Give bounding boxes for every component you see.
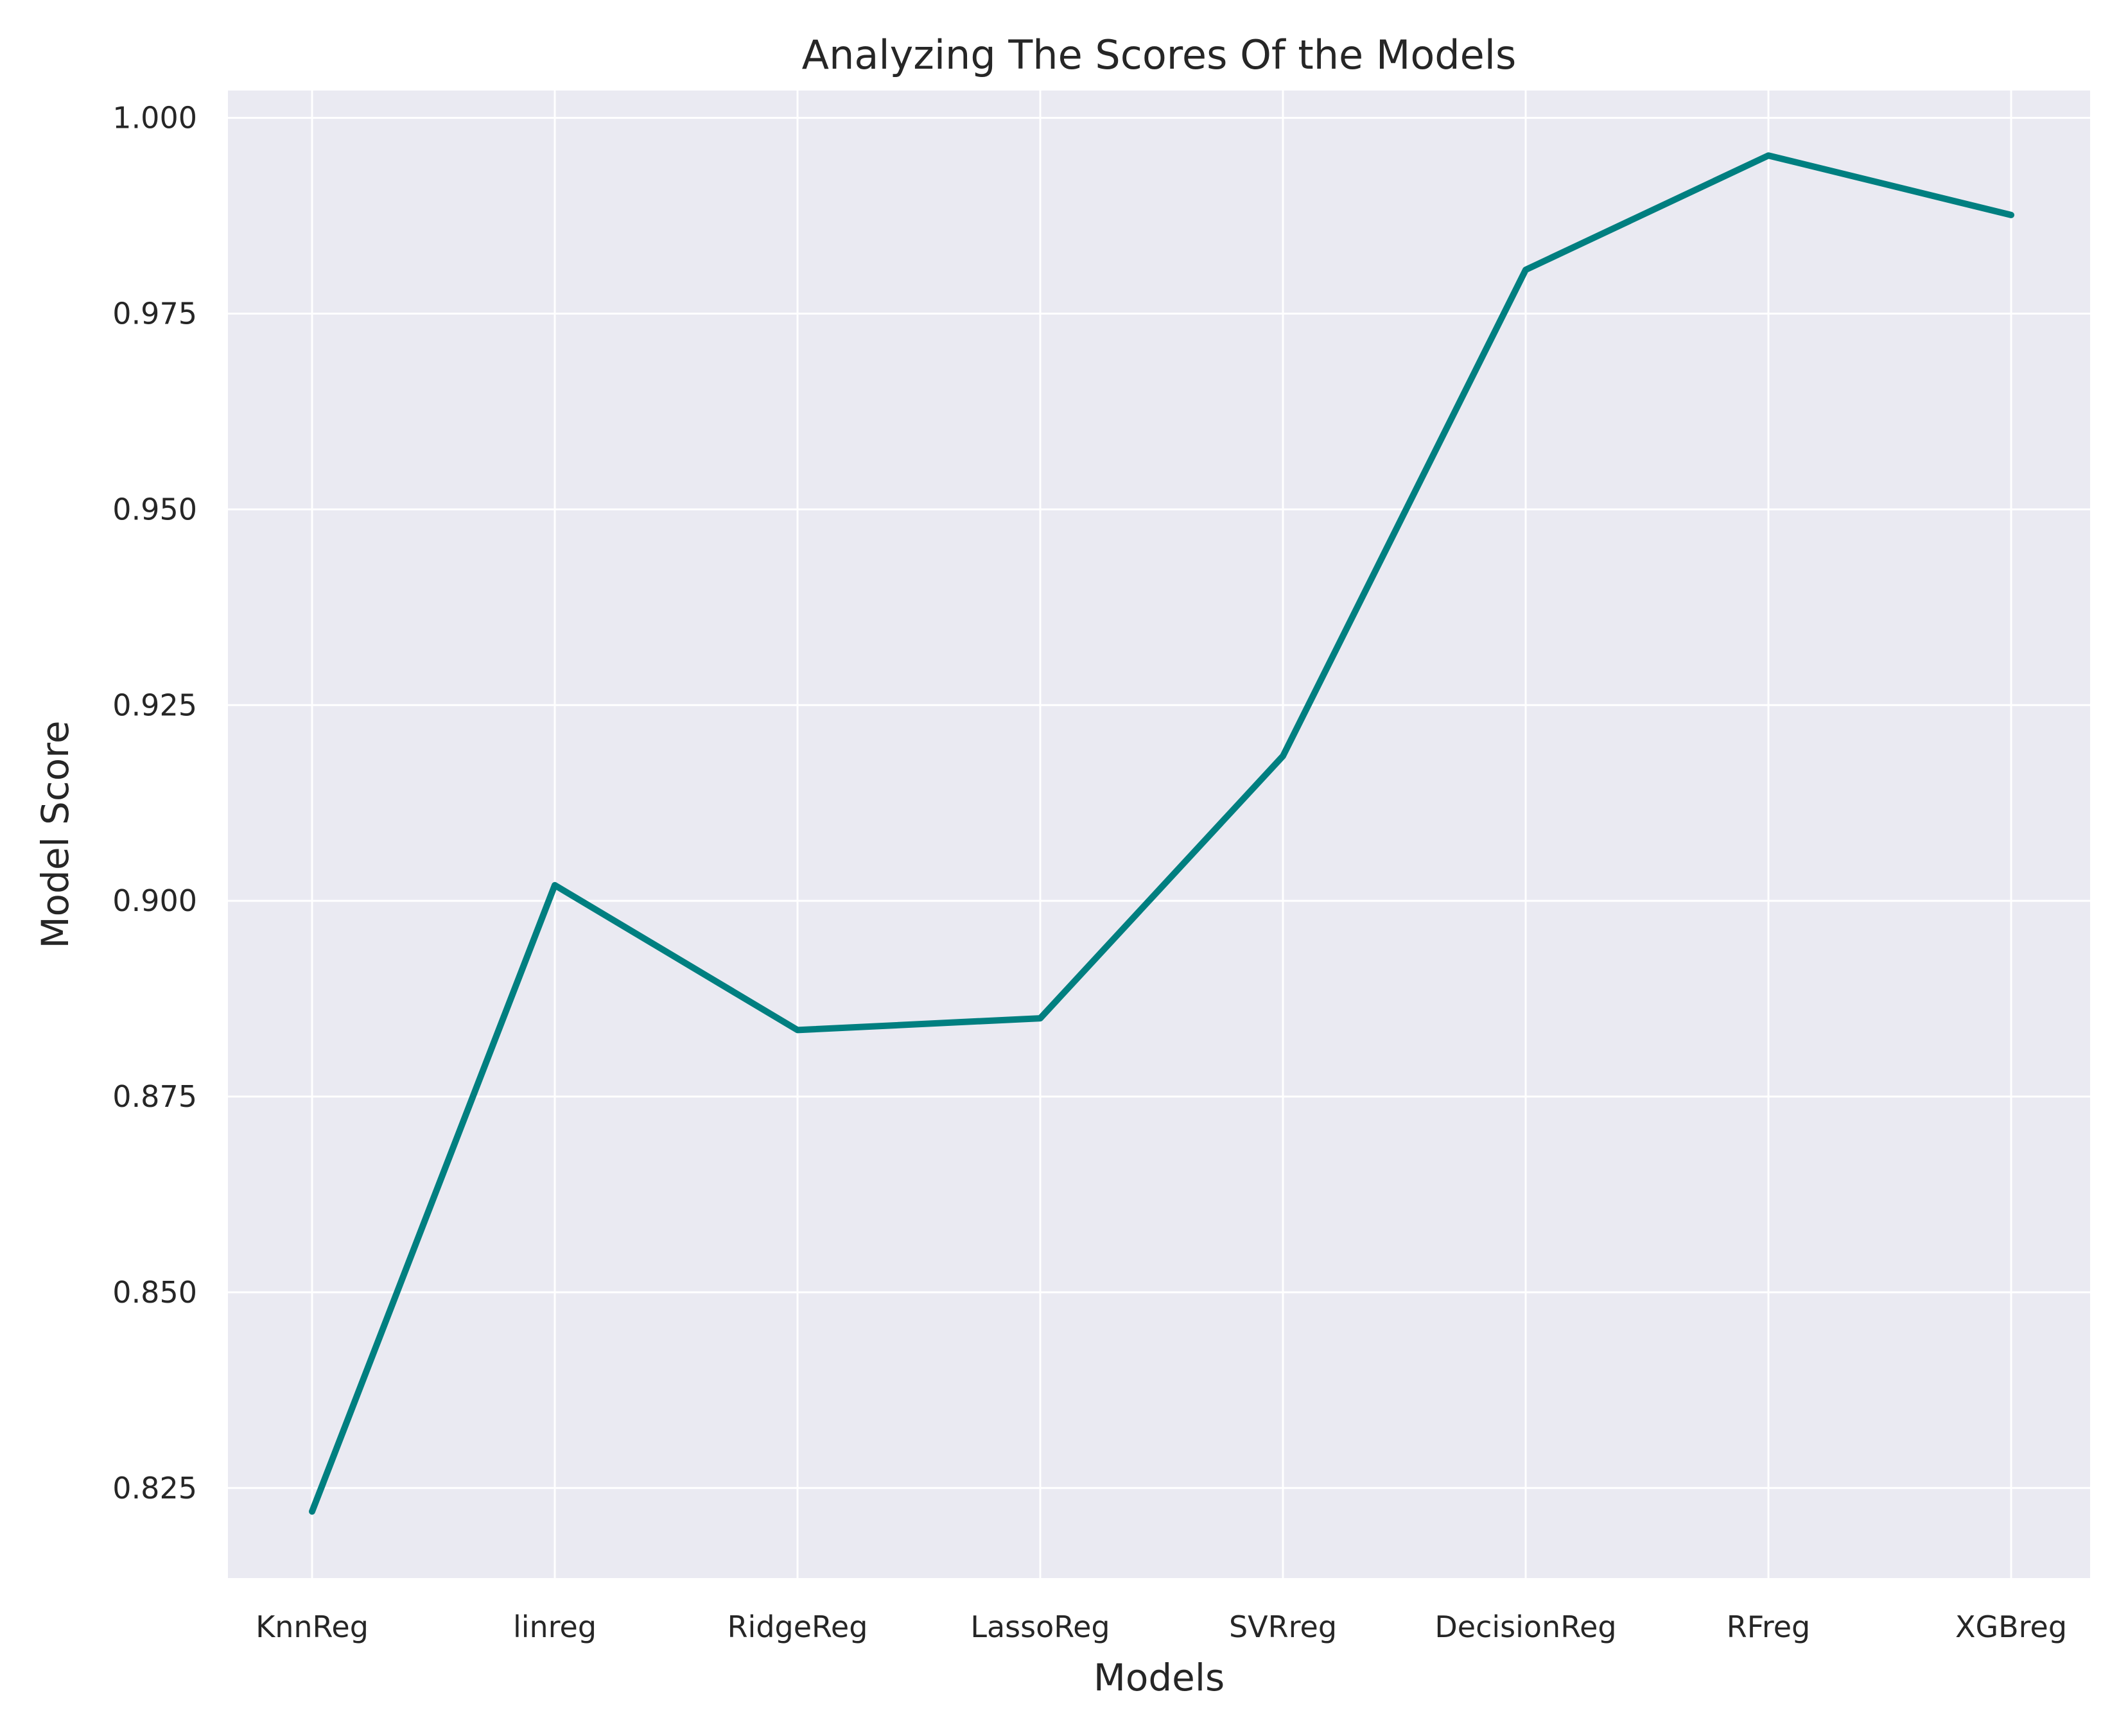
y-tick-label: 0.875: [112, 1079, 197, 1114]
y-tick-label: 0.925: [112, 688, 197, 722]
x-tick-label: RFreg: [1727, 1610, 1810, 1644]
x-tick-label: SVRreg: [1229, 1610, 1337, 1644]
plot-area: [228, 91, 2090, 1578]
x-tick-label: LassoReg: [970, 1610, 1110, 1644]
grid-lines: [228, 91, 2090, 1578]
data-series: [309, 152, 2014, 1515]
x-tick-label: XGBreg: [1955, 1610, 2067, 1644]
y-axis-title: Model Score: [33, 720, 77, 948]
x-axis-ticks: KnnReg linreg RidgeReg LassoReg SVRreg Decisi…: [256, 1610, 2067, 1644]
chart-title: Analyzing The Scores Of the Models: [802, 31, 1517, 78]
y-tick-label: 0.950: [112, 492, 197, 526]
y-tick-label: 0.975: [112, 297, 197, 331]
x-tick-label: DecisionReg: [1434, 1610, 1616, 1644]
series-line: [309, 152, 2014, 1515]
y-axis-ticks: 0.825 0.850 0.875 0.900 0.925 0.950 0.975 1.000: [112, 101, 197, 1506]
y-tick-label: 0.850: [112, 1275, 197, 1310]
x-axis-title: Models: [1094, 1656, 1225, 1699]
y-tick-label: 0.900: [112, 883, 197, 918]
y-tick-label: 1.000: [112, 101, 197, 135]
x-tick-label: RidgeReg: [728, 1610, 868, 1644]
y-tick-label: 0.825: [112, 1471, 197, 1506]
x-tick-label: KnnReg: [256, 1610, 369, 1644]
x-tick-label: linreg: [513, 1610, 597, 1644]
